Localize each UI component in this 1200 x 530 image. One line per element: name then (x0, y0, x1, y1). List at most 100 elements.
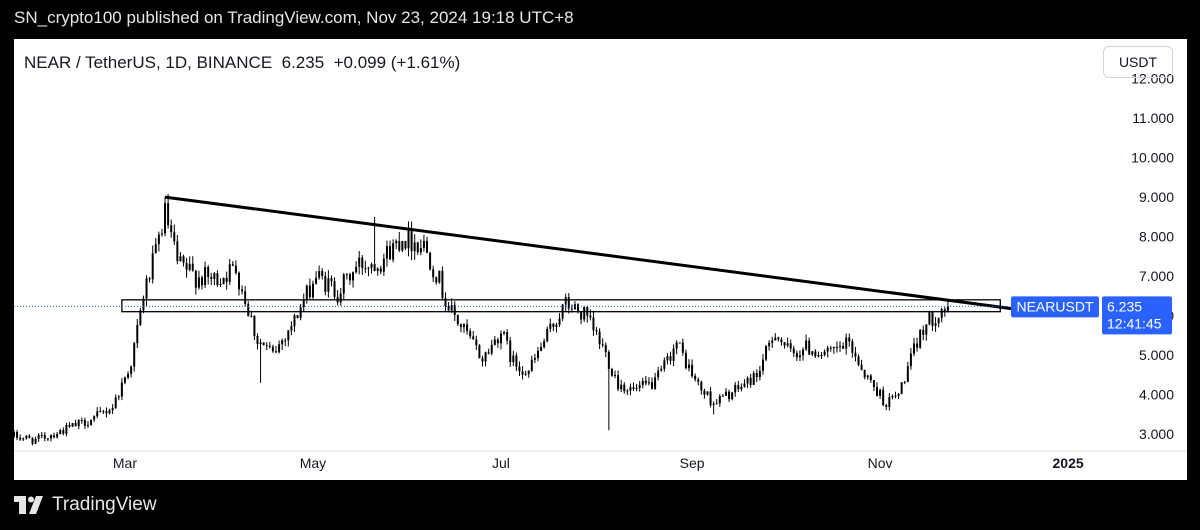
candle-body (231, 264, 234, 266)
candle-body (573, 304, 576, 310)
horizontal-zone (121, 299, 1001, 313)
candle-body (228, 264, 231, 282)
candle-body (83, 420, 86, 426)
chart-panel[interactable]: 12.00011.00010.0009.0008.0007.0006.0005.… (14, 39, 1187, 480)
candle-body (250, 315, 253, 317)
candle-body (530, 359, 533, 371)
candle-body (669, 356, 672, 361)
candle-body (194, 270, 197, 288)
candle-body (247, 303, 250, 317)
candle-body (814, 351, 817, 357)
candle-body (469, 331, 472, 337)
candle-body (832, 347, 835, 349)
candle-body (626, 390, 629, 392)
candle-body (512, 355, 515, 363)
candle-body (808, 340, 811, 355)
candle-body (931, 312, 934, 326)
candle-body (462, 324, 465, 328)
candle-body (133, 343, 136, 367)
candle-body (120, 382, 123, 397)
candle-body (783, 342, 786, 346)
candle-body (281, 340, 284, 345)
candle-body (355, 266, 358, 273)
candle-body (404, 241, 407, 249)
candle-body (105, 411, 108, 414)
currency-button[interactable]: USDT (1103, 46, 1173, 78)
candle-body (185, 262, 188, 270)
candle-body (577, 304, 580, 312)
candle-body (426, 241, 429, 253)
candle-body (315, 277, 318, 284)
candle-body (916, 343, 919, 348)
candle-body (829, 347, 832, 349)
y-tick-label: 3.000 (1139, 426, 1174, 442)
candle-body (299, 307, 302, 318)
candle-body (345, 274, 348, 276)
candle-body (734, 384, 737, 393)
candle-body (37, 434, 40, 439)
candle-body (503, 332, 506, 334)
candle-body (789, 343, 792, 349)
candle-body (919, 329, 922, 348)
candle-body (108, 410, 111, 414)
candle-body (102, 411, 105, 413)
candle-body (244, 291, 247, 304)
candle-body (891, 396, 894, 398)
candle-body (647, 382, 650, 384)
candle-body (909, 353, 912, 367)
candle-body (681, 342, 684, 353)
candle-body (311, 283, 314, 298)
candle-body (93, 416, 96, 420)
candle-body (601, 344, 604, 346)
candle-body (768, 342, 771, 347)
candle-body (441, 270, 444, 299)
candle-body (499, 333, 502, 344)
candle-body (718, 396, 721, 404)
candle-body (740, 386, 743, 390)
candle-body (182, 256, 185, 263)
x-tick-label: Jul (492, 455, 510, 471)
candle-body (219, 284, 222, 286)
candle-body (765, 346, 768, 360)
candle-body (940, 309, 943, 319)
candle-body (130, 366, 133, 374)
candle-body (413, 242, 416, 252)
candle-body (826, 347, 829, 352)
candle-body (857, 356, 860, 365)
publish-info: SN_crypto100 published on TradingView.co… (14, 8, 574, 27)
candle-body (617, 375, 620, 390)
candle-body (197, 277, 200, 288)
candle-body (885, 405, 888, 407)
candle-body (583, 307, 586, 320)
candle-body (943, 309, 946, 312)
candle-body (835, 347, 838, 349)
candle-body (170, 225, 173, 233)
candle-body (173, 232, 176, 242)
candle-body (749, 377, 752, 385)
candle-body (56, 433, 59, 438)
candle-body (845, 337, 848, 349)
candle-body (543, 341, 546, 348)
candle-body (848, 337, 851, 342)
candle-body (607, 352, 610, 370)
candle-body (376, 268, 379, 272)
candle-body (453, 304, 456, 316)
candle-body (154, 244, 157, 254)
candle-body (876, 387, 879, 396)
candle-body (706, 391, 709, 395)
candle-body (660, 368, 663, 371)
candle-body (65, 424, 68, 434)
candle-body (866, 375, 869, 378)
candle-body (651, 382, 654, 389)
candle-body (817, 354, 820, 357)
candle-body (210, 276, 213, 279)
price-chart[interactable]: 12.00011.00010.0009.0008.0007.0006.0005.… (14, 39, 1187, 480)
candle-body (663, 360, 666, 369)
candle-body (567, 297, 570, 309)
candle-body (771, 340, 774, 343)
candle-body (906, 366, 909, 382)
candle-body (401, 241, 404, 251)
tradingview-logo-icon (14, 496, 43, 514)
candle-body (268, 345, 271, 347)
candle-body (459, 324, 462, 328)
